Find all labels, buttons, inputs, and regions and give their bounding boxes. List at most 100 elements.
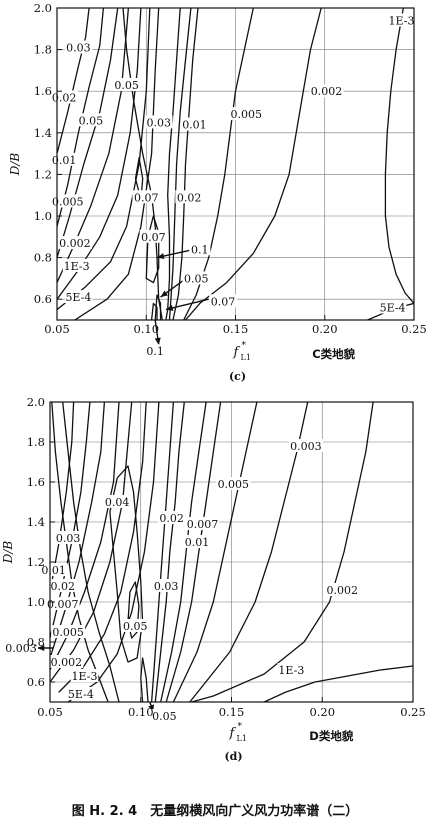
arrow-head	[165, 305, 174, 311]
contour-label: 0.005	[218, 478, 250, 491]
contour-line	[150, 402, 175, 702]
contour-label: 0.01	[185, 536, 210, 549]
contour-label-bg	[183, 535, 211, 548]
contour-label-bg	[229, 107, 264, 121]
contour-label-bg	[67, 687, 95, 700]
contour-label-bg	[57, 236, 92, 250]
y-tick-label: 1.0	[34, 209, 52, 223]
y-tick-label: 2.0	[27, 395, 45, 409]
contour-line	[154, 294, 162, 320]
contour-label: 0.002	[326, 584, 358, 597]
y-tick-label: 1.6	[34, 84, 52, 98]
contour-label: 0.02	[177, 191, 202, 204]
y-tick-label: 0.6	[34, 292, 52, 306]
y-tick-label: 1.2	[34, 167, 52, 181]
contour-label-bg	[62, 258, 91, 272]
contour-label-bg	[152, 579, 180, 592]
annotation-arrow	[165, 298, 209, 311]
contour-line	[57, 8, 90, 155]
contour-label: 0.05	[114, 79, 139, 92]
y-tick-label: 1.2	[27, 555, 45, 569]
contour-line	[168, 8, 192, 320]
contour-label: 1E-3	[64, 260, 90, 273]
x-axis-label-superscript: *	[238, 722, 243, 732]
contour-label: 1E-3	[389, 14, 415, 27]
contour-label-bg	[121, 619, 150, 632]
contour-line	[57, 8, 130, 284]
contour-label: 0.003	[290, 440, 322, 453]
x-tick-label: 0.20	[309, 705, 335, 719]
contour-label: 0.02	[50, 580, 75, 593]
contour-label-bg	[54, 531, 82, 544]
contour-label-bg	[180, 117, 209, 131]
contour-label-bg	[144, 115, 173, 129]
contour-line	[140, 657, 149, 702]
x-tick-label: 0.25	[401, 322, 427, 336]
contour-line	[74, 8, 160, 320]
contour-label: 5E-4	[65, 291, 91, 304]
contour-line	[50, 402, 120, 671]
x-tick-label: 0.15	[223, 322, 249, 336]
contour-label-bg	[288, 439, 323, 452]
contour-label-bg	[144, 344, 166, 358]
x-tick-label: 0.15	[219, 705, 245, 719]
contour-label: 5E-4	[380, 302, 406, 315]
contour-label-bg	[64, 290, 93, 304]
contour-label-bg	[216, 477, 251, 490]
contour-label-bg	[277, 663, 306, 676]
contour-label: 0.005	[52, 626, 84, 639]
contour-label: 0.1	[146, 345, 164, 358]
x-axis-label-subscript: L1	[241, 353, 251, 362]
y-tick-label: 1.4	[27, 515, 45, 529]
contour-line	[384, 8, 414, 305]
contour-label-bg	[50, 194, 85, 208]
contour-label-bg	[325, 583, 360, 596]
contour-label: 1E-3	[278, 664, 304, 677]
y-tick-label: 0.8	[27, 635, 45, 649]
contour-lines	[57, 8, 414, 320]
contour-label: 0.05	[79, 114, 104, 127]
x-axis-label: f	[229, 726, 237, 741]
contour-label: 0.05	[152, 710, 177, 723]
figure-caption: 图 H. 2. 4 无量纲横风向广义风力功率谱（二）	[71, 804, 359, 819]
contour-label-bg	[309, 84, 344, 98]
contour-label-bg	[132, 190, 161, 204]
contour-label: 1E-3	[72, 670, 98, 683]
panel-c: 0.030.020.050.010.0050.0021E-35E-40.050.…	[8, 1, 427, 383]
contour-label-bg	[157, 511, 186, 524]
contour-line	[172, 402, 258, 702]
contour-label: 0.02	[159, 512, 184, 525]
y-tick-label: 2.0	[34, 1, 52, 15]
contour-label: 0.003	[5, 642, 37, 655]
contour-label: 0.03	[154, 580, 179, 593]
x-tick-label: 0.20	[312, 322, 338, 336]
contour-line	[127, 581, 140, 639]
y-axis-label: D/B	[1, 541, 15, 565]
contour-label: 0.05	[184, 272, 209, 285]
contour-label-bg	[64, 40, 93, 54]
contour-line	[160, 402, 207, 702]
terrain-label: D类地貌	[309, 729, 354, 743]
contour-line	[165, 402, 222, 702]
y-tick-label: 1.8	[27, 435, 45, 449]
y-axis-label: D/B	[8, 153, 22, 177]
contour-line	[57, 8, 105, 228]
contour-line	[190, 402, 374, 702]
contour-label-bg	[51, 625, 86, 638]
contour-line	[263, 665, 413, 702]
contour-label-bg	[112, 77, 141, 91]
contour-line	[57, 8, 119, 259]
contour-line	[57, 8, 151, 311]
contour-label-bg	[209, 294, 237, 308]
y-tick-label: 1.0	[27, 595, 45, 609]
contour-label: 0.005	[52, 195, 84, 208]
panel-label: (d)	[224, 750, 242, 763]
contour-label: 0.007	[47, 598, 79, 611]
contour-label: 0.007	[187, 518, 219, 531]
contour-label: 0.002	[59, 237, 91, 250]
contour-label-bg	[49, 655, 84, 668]
contour-label: 0.002	[51, 656, 83, 669]
contour-line	[50, 402, 106, 659]
contour-label-bg	[182, 271, 211, 285]
contour-label: 5E-4	[68, 688, 94, 701]
